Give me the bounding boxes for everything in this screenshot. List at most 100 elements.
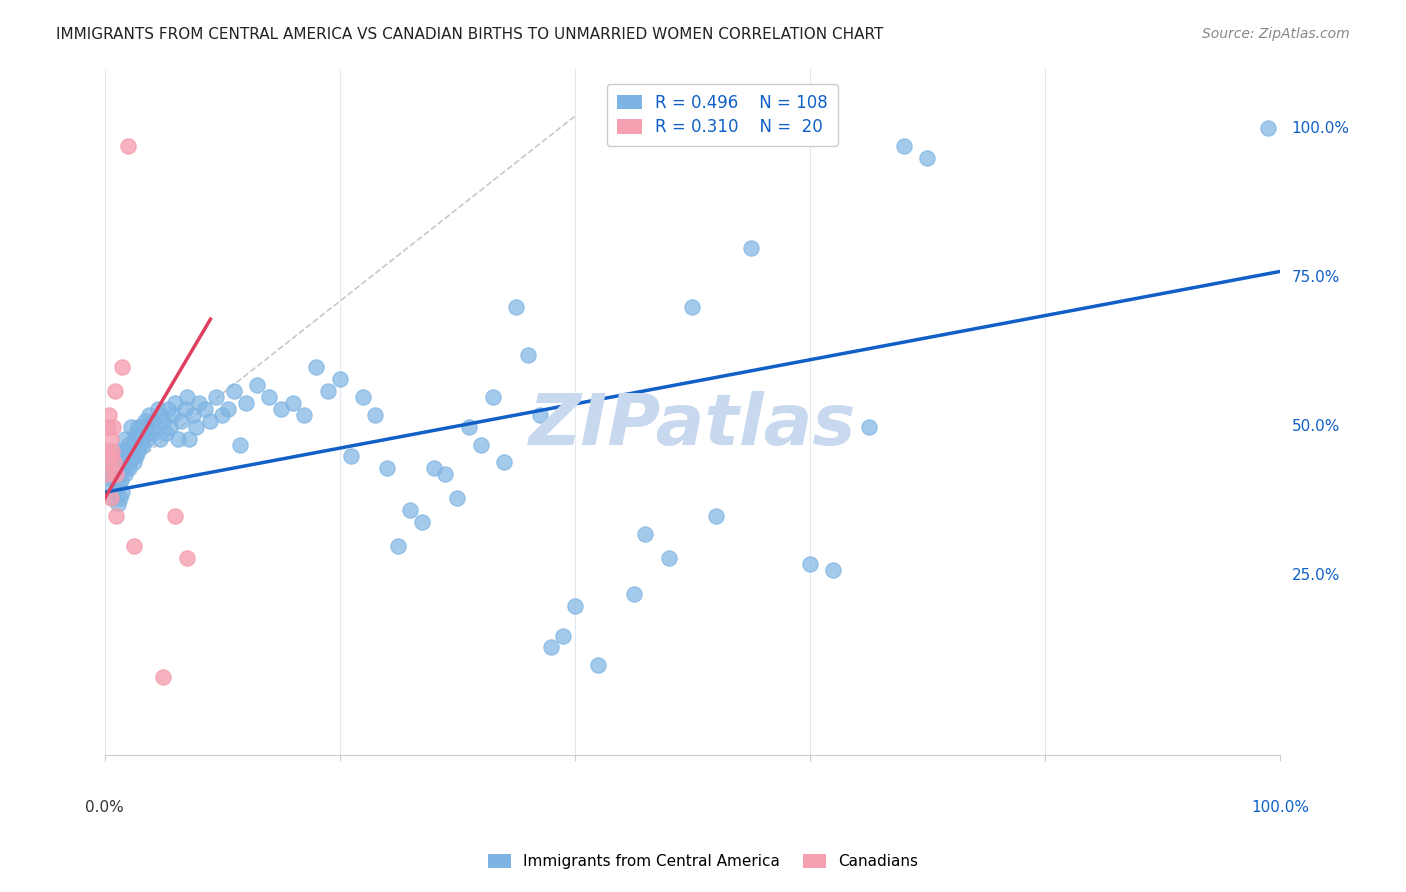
Point: [176, 551, 198, 566]
Point: [399, 503, 422, 517]
Point: [127, 443, 149, 458]
Point: [97, 419, 120, 434]
Point: [97, 467, 120, 482]
Point: [155, 425, 177, 440]
Point: [458, 419, 481, 434]
Text: 75.0%: 75.0%: [1292, 270, 1340, 285]
Text: 0.0%: 0.0%: [86, 799, 124, 814]
Point: [858, 419, 880, 434]
Point: [107, 497, 129, 511]
Point: [529, 408, 551, 422]
Point: [121, 450, 143, 464]
Text: ZIPatlas: ZIPatlas: [529, 391, 856, 460]
Point: [217, 401, 239, 416]
Point: [222, 384, 245, 398]
Point: [132, 437, 155, 451]
Point: [173, 401, 195, 416]
Point: [122, 455, 145, 469]
Point: [105, 467, 128, 482]
Point: [540, 640, 562, 655]
Point: [127, 419, 149, 434]
Point: [136, 432, 159, 446]
Point: [150, 408, 173, 422]
Point: [229, 437, 252, 451]
Point: [799, 557, 821, 571]
Point: [294, 408, 316, 422]
Point: [100, 450, 122, 464]
Text: IMMIGRANTS FROM CENTRAL AMERICA VS CANADIAN BIRTHS TO UNMARRIED WOMEN CORRELATIO: IMMIGRANTS FROM CENTRAL AMERICA VS CANAD…: [56, 27, 883, 42]
Point: [138, 408, 160, 422]
Point: [165, 509, 187, 524]
Point: [181, 408, 204, 422]
Point: [100, 491, 122, 506]
Point: [104, 384, 127, 398]
Point: [516, 348, 538, 362]
Point: [129, 425, 152, 440]
Point: [103, 474, 125, 488]
Point: [505, 300, 527, 314]
Point: [103, 455, 125, 469]
Point: [551, 628, 574, 642]
Text: 25.0%: 25.0%: [1292, 568, 1340, 583]
Point: [117, 139, 139, 153]
Text: 100.0%: 100.0%: [1251, 799, 1309, 814]
Point: [176, 390, 198, 404]
Point: [179, 432, 201, 446]
Point: [917, 151, 939, 165]
Text: Source: ZipAtlas.com: Source: ZipAtlas.com: [1202, 27, 1350, 41]
Point: [446, 491, 468, 506]
Point: [114, 467, 136, 482]
Point: [681, 300, 703, 314]
Point: [481, 390, 503, 404]
Point: [114, 443, 136, 458]
Point: [193, 401, 215, 416]
Point: [129, 419, 152, 434]
Point: [107, 467, 129, 482]
Point: [105, 509, 128, 524]
Point: [166, 432, 188, 446]
Point: [141, 414, 163, 428]
Point: [205, 390, 228, 404]
Point: [110, 474, 132, 488]
Point: [588, 658, 610, 673]
Point: [162, 408, 184, 422]
Point: [125, 450, 148, 464]
Point: [305, 359, 328, 374]
Point: [375, 461, 398, 475]
Point: [100, 432, 122, 446]
Point: [823, 563, 845, 577]
Point: [152, 670, 174, 684]
Point: [1257, 121, 1279, 136]
Point: [110, 450, 132, 464]
Point: [108, 491, 131, 506]
Point: [101, 491, 124, 506]
Point: [118, 461, 141, 475]
Point: [135, 425, 157, 440]
Point: [564, 599, 586, 613]
Legend: Immigrants from Central America, Canadians: Immigrants from Central America, Canadia…: [482, 848, 924, 875]
Point: [122, 443, 145, 458]
Point: [100, 461, 122, 475]
Point: [211, 408, 233, 422]
Point: [124, 437, 146, 451]
Point: [125, 425, 148, 440]
Point: [142, 425, 165, 440]
Point: [387, 539, 409, 553]
Point: [235, 396, 257, 410]
Point: [122, 539, 145, 553]
Point: [98, 408, 121, 422]
Legend: R = 0.496    N = 108, R = 0.310    N =  20: R = 0.496 N = 108, R = 0.310 N = 20: [606, 84, 838, 146]
Point: [115, 461, 138, 475]
Point: [134, 414, 156, 428]
Point: [187, 396, 209, 410]
Point: [200, 414, 222, 428]
Point: [103, 455, 125, 469]
Point: [281, 396, 304, 410]
Point: [152, 414, 174, 428]
Point: [246, 377, 269, 392]
Point: [434, 467, 457, 482]
Point: [704, 509, 727, 524]
Point: [740, 241, 762, 255]
Point: [114, 455, 136, 469]
Point: [101, 419, 124, 434]
